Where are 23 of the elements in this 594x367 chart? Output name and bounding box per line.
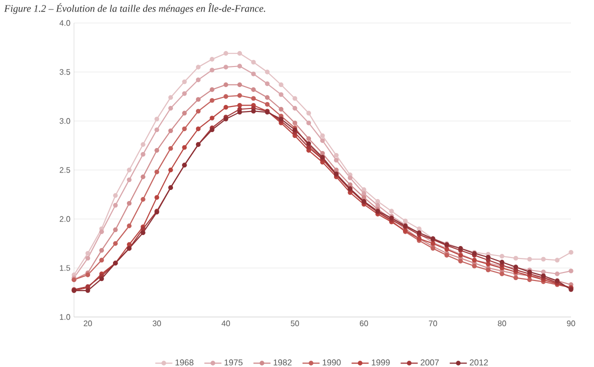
x-tick-label: 90: [566, 320, 576, 326]
y-tick-label: 1.5: [60, 265, 70, 271]
y-tick-label: 3.0: [60, 118, 70, 124]
x-tick-label: 70: [428, 320, 438, 326]
y-tick-label: 2.0: [60, 216, 70, 222]
legend-label: 1975: [224, 359, 243, 366]
x-tick-label: 20: [84, 320, 92, 326]
y-tick-label: 1.0: [60, 314, 70, 320]
x-tick-label: 30: [152, 320, 161, 326]
x-tick-label: 60: [360, 320, 368, 326]
legend-label: 1990: [322, 359, 341, 366]
y-tick-label: 3.5: [60, 69, 70, 75]
legend-label: 2012: [470, 359, 488, 366]
x-tick-label: 40: [222, 320, 230, 326]
legend-label: 2007: [420, 359, 439, 366]
chart-title: Figure 1.2 – Évolution de la taille des ménages en Île-de-France.: [4, 3, 266, 14]
x-tick-label: 50: [290, 320, 300, 326]
legend-label: 1982: [274, 359, 292, 366]
y-tick-label: 4.0: [60, 20, 70, 26]
x-tick-label: 80: [498, 320, 506, 326]
legend-label: 1999: [372, 359, 390, 366]
y-tick-label: 2.5: [60, 167, 70, 173]
legend-label: 1968: [176, 359, 194, 366]
